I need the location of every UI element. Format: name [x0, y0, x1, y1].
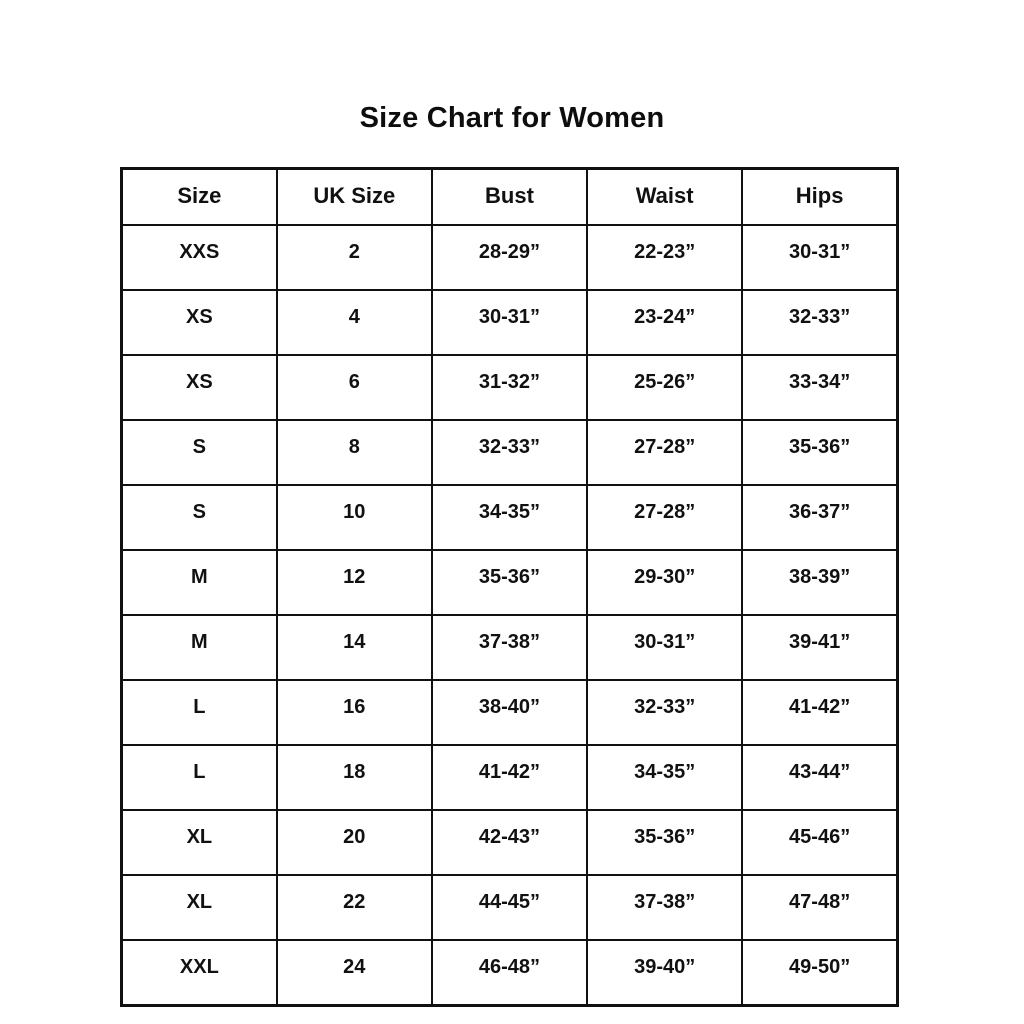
table-cell: 39-41” [741, 614, 899, 681]
table-cell: 41-42” [741, 679, 899, 746]
table-cell: XL [120, 809, 278, 876]
column-header-uk-size: UK Size [275, 167, 433, 226]
table-cell: 22 [275, 874, 433, 941]
table-cell: 28-29” [430, 224, 589, 291]
table-cell: 16 [275, 679, 433, 746]
table-cell: 38-39” [741, 549, 899, 616]
table-cell: 18 [275, 744, 433, 811]
column-header-bust: Bust [430, 167, 589, 226]
table-row: L 16 38-40” 32-33” 41-42” [120, 679, 899, 746]
column-header-size: Size [120, 167, 278, 226]
table-cell: 14 [275, 614, 433, 681]
table-cell: S [120, 484, 278, 551]
table-cell: 37-38” [430, 614, 589, 681]
table-cell: 22-23” [586, 224, 744, 291]
column-header-hips: Hips [741, 167, 899, 226]
table-cell: 35-36” [741, 419, 899, 486]
table-row: XL 20 42-43” 35-36” 45-46” [120, 809, 899, 876]
table-cell: 32-33” [586, 679, 744, 746]
table-cell: 8 [275, 419, 433, 486]
table-cell: 45-46” [741, 809, 899, 876]
page-title: Size Chart for Women [359, 102, 665, 134]
table-cell: 47-48” [741, 874, 899, 941]
table-cell: 42-43” [430, 809, 589, 876]
table-cell: 33-34” [741, 354, 899, 421]
table-row: XXL 24 46-48” 39-40” 49-50” [120, 939, 899, 1007]
table-cell: 30-31” [741, 224, 899, 291]
table-cell: 35-36” [586, 809, 744, 876]
table-cell: 39-40” [586, 939, 744, 1007]
table-cell: 34-35” [430, 484, 589, 551]
table-row: L 18 41-42” 34-35” 43-44” [120, 744, 899, 811]
table-row: XS 4 30-31” 23-24” 32-33” [120, 289, 899, 356]
table-cell: 10 [275, 484, 433, 551]
table-cell: 34-35” [586, 744, 744, 811]
table-cell: 41-42” [430, 744, 589, 811]
table-cell: L [120, 679, 278, 746]
table-cell: 38-40” [430, 679, 589, 746]
table-cell: XXS [120, 224, 278, 291]
size-chart-table-header: Size UK Size Bust Waist Hips [120, 167, 899, 226]
table-cell: M [120, 614, 278, 681]
table-row: S 10 34-35” 27-28” 36-37” [120, 484, 899, 551]
table-cell: XS [120, 289, 278, 356]
table-cell: 32-33” [741, 289, 899, 356]
table-cell: 35-36” [430, 549, 589, 616]
table-row: XXS 2 28-29” 22-23” 30-31” [120, 224, 899, 291]
table-cell: 12 [275, 549, 433, 616]
table-cell: 32-33” [430, 419, 589, 486]
column-header-waist: Waist [586, 167, 744, 226]
table-cell: XL [120, 874, 278, 941]
table-cell: S [120, 419, 278, 486]
table-cell: 49-50” [741, 939, 899, 1007]
table-row: S 8 32-33” 27-28” 35-36” [120, 419, 899, 486]
size-chart-table: Size UK Size Bust Waist Hips XXS 2 28-29” 2… [120, 167, 899, 1007]
table-row: M 12 35-36” 29-30” 38-39” [120, 549, 899, 616]
table-cell: 27-28” [586, 484, 744, 551]
table-cell: 36-37” [741, 484, 899, 551]
size-chart-table-body: XXS 2 28-29” 22-23” 30-31” XS 4 30-31” 23-24” 32-… [120, 224, 899, 1007]
table-cell: 4 [275, 289, 433, 356]
table-cell: 25-26” [586, 354, 744, 421]
table-cell: 27-28” [586, 419, 744, 486]
table-row: XS 6 31-32” 25-26” 33-34” [120, 354, 899, 421]
table-cell: 30-31” [586, 614, 744, 681]
table-cell: 46-48” [430, 939, 589, 1007]
table-cell: 20 [275, 809, 433, 876]
table-cell: 30-31” [430, 289, 589, 356]
table-cell: 29-30” [586, 549, 744, 616]
table-cell: XS [120, 354, 278, 421]
table-row: XL 22 44-45” 37-38” 47-48” [120, 874, 899, 941]
table-cell: XXL [120, 939, 278, 1007]
table-cell: 6 [275, 354, 433, 421]
table-cell: M [120, 549, 278, 616]
table-cell: L [120, 744, 278, 811]
table-cell: 23-24” [586, 289, 744, 356]
table-cell: 2 [275, 224, 433, 291]
table-cell: 24 [275, 939, 433, 1007]
table-cell: 31-32” [430, 354, 589, 421]
table-cell: 37-38” [586, 874, 744, 941]
header-row: Size UK Size Bust Waist Hips [120, 167, 899, 226]
table-cell: 43-44” [741, 744, 899, 811]
table-row: M 14 37-38” 30-31” 39-41” [120, 614, 899, 681]
table-cell: 44-45” [430, 874, 589, 941]
